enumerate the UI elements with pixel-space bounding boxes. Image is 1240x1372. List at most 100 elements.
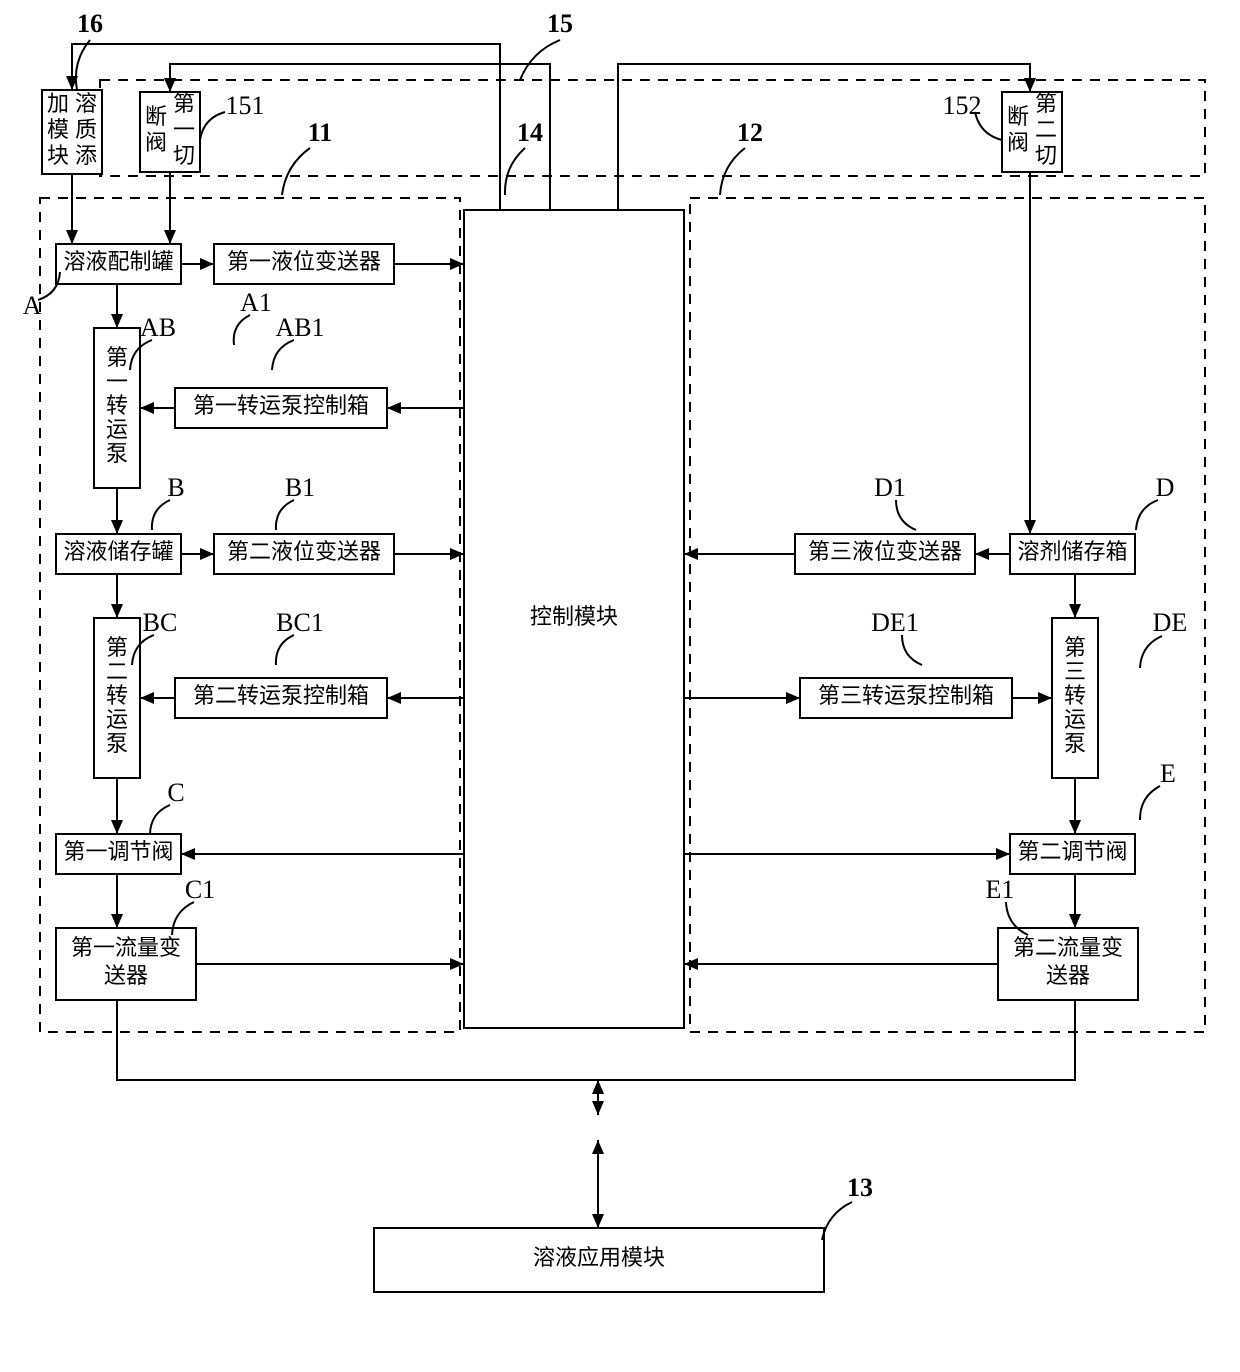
callout-label-cD: D — [1156, 473, 1175, 502]
box-label: 三 — [1064, 659, 1086, 684]
callout-lead-cC — [150, 805, 170, 835]
box-label: 断 — [145, 104, 167, 129]
callout-label-cE: E — [1160, 759, 1176, 788]
callout-label-cD1: D1 — [874, 473, 906, 502]
arrowhead — [111, 604, 123, 618]
arrowhead — [140, 692, 154, 704]
callout-label-cE1: E1 — [986, 875, 1015, 904]
arrowhead — [387, 402, 401, 414]
box-label: 加 — [47, 91, 69, 116]
callout-lead-cE — [1140, 786, 1160, 820]
box-label: 第 — [106, 345, 128, 370]
callout-lead-cB1 — [276, 500, 294, 530]
box-label: 第二调节阀 — [1017, 839, 1127, 864]
callout-label-c12: 12 — [737, 118, 763, 147]
callout-label-cBC: BC — [143, 608, 178, 637]
callout-lead-cDE — [1140, 636, 1162, 668]
callout-lead-c12 — [720, 148, 745, 195]
box-label: 第三转运泵控制箱 — [818, 683, 994, 708]
box-label: 断 — [1007, 104, 1029, 129]
callout-label-c151: 151 — [226, 91, 265, 120]
callout-label-cB1: B1 — [285, 473, 315, 502]
connector — [72, 44, 500, 210]
box-label: 溶液应用模块 — [533, 1245, 665, 1270]
arrowhead — [111, 314, 123, 328]
box-label: 第一液位变送器 — [227, 249, 381, 274]
box-label: 一 — [106, 369, 128, 394]
box-label: 运 — [106, 707, 128, 732]
box-label: 溶剂储存箱 — [1017, 539, 1127, 564]
arrowhead — [996, 848, 1010, 860]
box-label: 转 — [1064, 683, 1086, 708]
box-label: 转 — [106, 683, 128, 708]
callout-label-cB: B — [167, 473, 184, 502]
box-label: 切 — [173, 143, 195, 168]
box-label: 泵 — [106, 441, 128, 466]
arrowhead — [975, 548, 989, 560]
callout-lead-cB — [152, 500, 170, 530]
callout-lead-c14 — [505, 148, 525, 195]
box-label: 阀 — [1007, 130, 1029, 155]
connector — [170, 64, 550, 210]
box-label: 二 — [106, 659, 128, 684]
connector — [618, 64, 1030, 210]
box-label: 运 — [1064, 707, 1086, 732]
arrowhead — [450, 958, 464, 970]
callout-label-c14: 14 — [517, 118, 543, 147]
arrowhead — [1069, 604, 1081, 618]
arrowhead — [1024, 78, 1036, 92]
callout-lead-cD — [1136, 500, 1158, 530]
box-label: 送器 — [1046, 963, 1090, 988]
box-label: 泵 — [1064, 731, 1086, 756]
box-label: 第二转运泵控制箱 — [193, 683, 369, 708]
box-label: 第一转运泵控制箱 — [193, 393, 369, 418]
dashed-panel-panel11 — [40, 198, 460, 1032]
arrowhead — [1024, 520, 1036, 534]
arrowhead — [592, 1214, 604, 1228]
box-label: 第一流量变 — [71, 935, 181, 960]
callout-lead-c15 — [520, 40, 560, 80]
callout-lead-cDE1 — [902, 635, 922, 665]
callout-label-cDE1: DE1 — [871, 608, 919, 637]
callout-label-c11: 11 — [308, 118, 333, 147]
arrowhead — [786, 692, 800, 704]
diagram-canvas: 溶质添加模块第一切断阀第二切断阀溶液配制罐第一液位变送器第一转运泵第一转运泵控制… — [0, 0, 1240, 1372]
box-label: 二 — [1035, 117, 1057, 142]
callout-label-cA: A — [23, 291, 42, 320]
callout-lead-c13 — [822, 1202, 852, 1240]
box-label: 溶液配制罐 — [63, 249, 173, 274]
callout-label-cAB1: AB1 — [275, 313, 324, 342]
callout-lead-c16 — [76, 40, 90, 90]
box-label: 第 — [106, 635, 128, 660]
callout-label-c15: 15 — [547, 9, 573, 38]
box-label: 第 — [1064, 635, 1086, 660]
callout-label-cBC1: BC1 — [276, 608, 324, 637]
callout-lead-cBC1 — [276, 635, 294, 665]
box-label: 第三液位变送器 — [808, 539, 962, 564]
box-label: 阀 — [145, 130, 167, 155]
callout-label-cC: C — [167, 778, 184, 807]
callout-lead-cD1 — [896, 500, 916, 530]
box-label: 质 — [75, 117, 97, 142]
box-label: 第二液位变送器 — [227, 539, 381, 564]
box-label: 第一调节阀 — [63, 839, 173, 864]
arrowhead — [111, 820, 123, 834]
box-label: 第二流量变 — [1013, 935, 1123, 960]
box-label: 控制模块 — [530, 604, 618, 629]
callout-label-c152: 152 — [943, 91, 982, 120]
box-label: 运 — [106, 417, 128, 442]
box-label: 转 — [106, 393, 128, 418]
arrowhead — [1038, 692, 1052, 704]
arrowhead — [111, 520, 123, 534]
box-label: 切 — [1035, 143, 1057, 168]
callout-lead-c11 — [282, 148, 310, 195]
callout-lead-c151 — [200, 112, 225, 140]
box-label: 模 — [47, 117, 69, 142]
callout-lead-cA1 — [234, 315, 250, 345]
arrowhead — [450, 548, 464, 560]
arrowhead — [592, 1140, 604, 1154]
box-label: 第 — [173, 91, 195, 116]
callout-label-cC1: C1 — [185, 875, 215, 904]
box-label: 溶 — [75, 91, 97, 116]
arrowhead — [181, 848, 195, 860]
